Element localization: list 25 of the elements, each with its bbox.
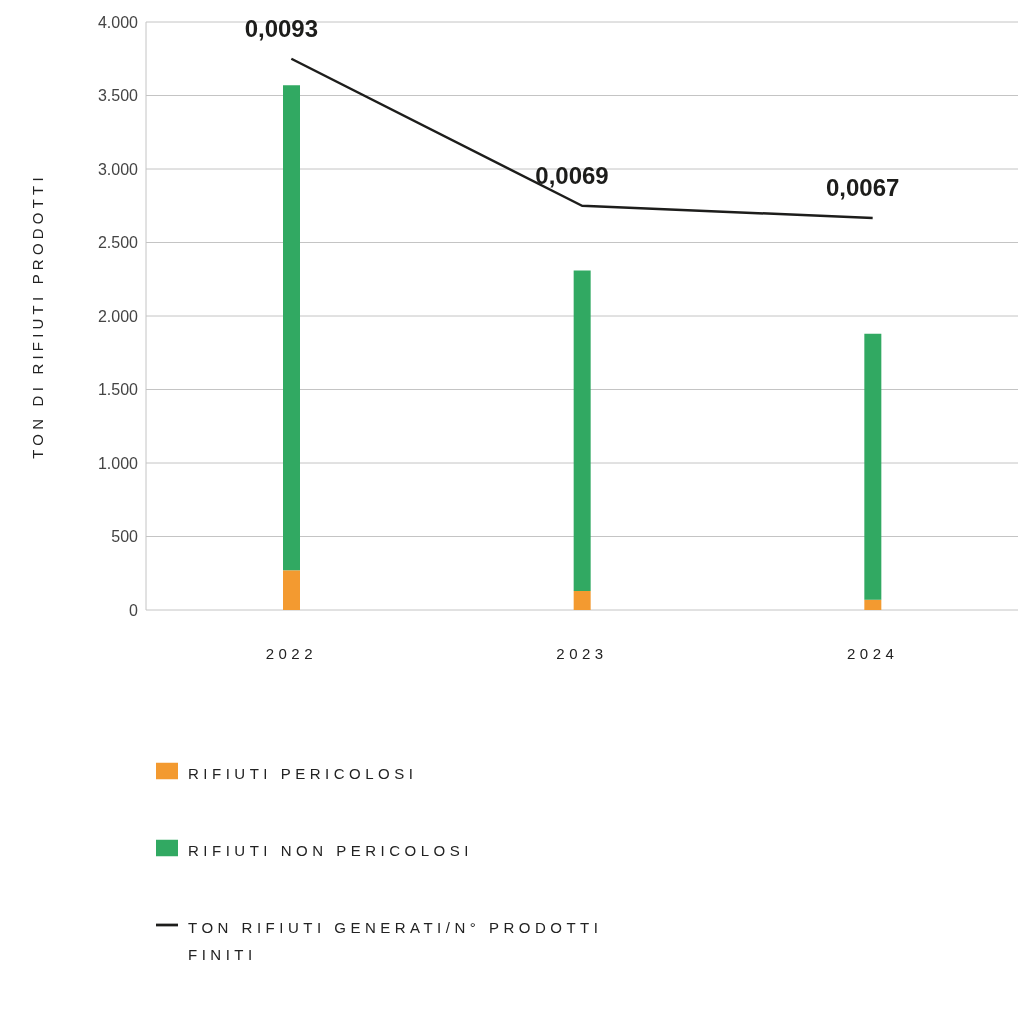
- bar: [573, 270, 591, 591]
- bar: [864, 333, 882, 600]
- y-axis-title: TON DI RIFIUTI PRODOTTI: [29, 173, 47, 459]
- legend-label: TON RIFIUTI GENERATI/N° PRODOTTI FINITI: [188, 918, 604, 965]
- bar: [283, 85, 300, 571]
- data-label: 0,0067: [825, 174, 900, 201]
- y-tick-label: 1.000: [97, 454, 139, 472]
- legend-label: RIFIUTI NON PERICOLOSI: [188, 841, 474, 861]
- x-tick-label: 2022: [265, 644, 318, 662]
- data-label: 0,0093: [244, 14, 319, 42]
- x-tick-label: 2024: [846, 644, 899, 662]
- y-tick-label: 4.000: [97, 13, 139, 31]
- y-tick-label: 3.000: [97, 160, 139, 178]
- data-label: 0,0069: [535, 161, 609, 189]
- bar: [283, 570, 300, 610]
- y-tick-label: 3.500: [97, 87, 139, 105]
- bar: [864, 599, 882, 610]
- y-tick-label: 0: [129, 601, 139, 619]
- y-tick-label: 500: [111, 528, 139, 546]
- bar: [573, 590, 591, 610]
- x-tick-label: 2023: [556, 644, 608, 662]
- legend-label: RIFIUTI PERICOLOSI: [188, 764, 419, 784]
- y-tick-label: 1.500: [97, 381, 139, 399]
- y-tick-label: 2.000: [97, 307, 139, 325]
- y-tick-label: 2.500: [97, 234, 139, 252]
